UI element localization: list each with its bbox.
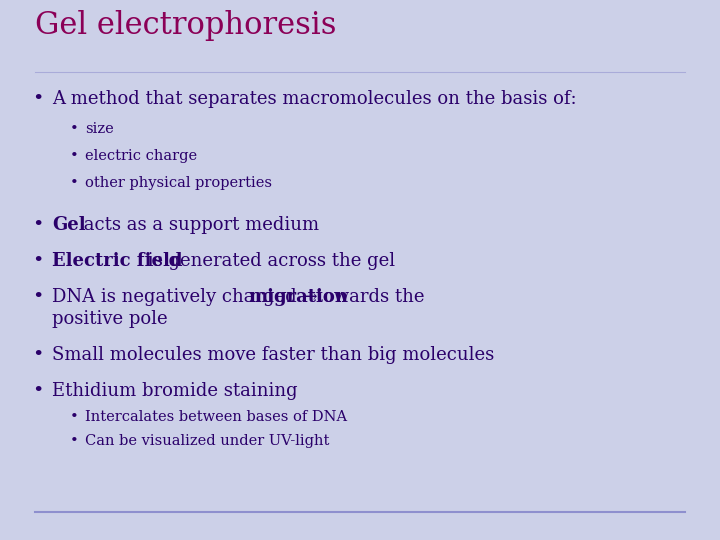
Text: Small molecules move faster than big molecules: Small molecules move faster than big mol… (52, 346, 494, 364)
Text: •: • (70, 410, 78, 424)
Text: Ethidium bromide staining: Ethidium bromide staining (52, 382, 297, 400)
Text: towards the: towards the (310, 288, 425, 306)
Text: •: • (32, 346, 43, 364)
Text: Intercalates between bases of DNA: Intercalates between bases of DNA (85, 410, 347, 424)
Text: •: • (32, 252, 43, 270)
Text: electric charge: electric charge (85, 149, 197, 163)
Text: •: • (32, 382, 43, 400)
Text: migration: migration (248, 288, 348, 306)
Text: Gel: Gel (52, 216, 86, 234)
Text: other physical properties: other physical properties (85, 176, 272, 190)
Text: •: • (70, 176, 78, 190)
Text: Electric field: Electric field (52, 252, 182, 270)
Text: •: • (32, 288, 43, 306)
Text: •: • (70, 122, 78, 136)
Text: Gel electrophoresis: Gel electrophoresis (35, 10, 336, 41)
Text: size: size (85, 122, 114, 136)
Text: Can be visualized under UV-light: Can be visualized under UV-light (85, 434, 329, 448)
Text: •: • (32, 90, 43, 108)
Text: •: • (70, 149, 78, 163)
Text: •: • (70, 434, 78, 448)
Text: is generated across the gel: is generated across the gel (142, 252, 395, 270)
Text: •: • (32, 216, 43, 234)
Text: A method that separates macromolecules on the basis of:: A method that separates macromolecules o… (52, 90, 577, 108)
Text: acts as a support medium: acts as a support medium (78, 216, 319, 234)
Text: positive pole: positive pole (52, 310, 168, 328)
Text: DNA is negatively charged →: DNA is negatively charged → (52, 288, 323, 306)
